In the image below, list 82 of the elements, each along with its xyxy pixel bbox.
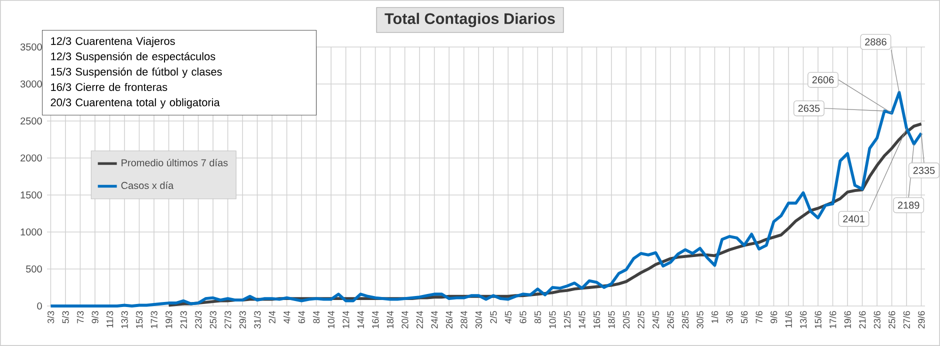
y-tick-label: 1000 [20,228,42,236]
annotation: 20/3 Cuarentena total y obligatoria [50,98,220,108]
x-tick-label: 24/5 [652,311,660,328]
x-tick-label: 4/4 [283,310,290,324]
y-tick-label: 3500 [20,43,42,51]
x-tick-label: 1/6 [711,311,718,323]
x-tick-label: 8/4 [312,310,320,324]
y-tick-label: 3000 [20,80,42,88]
x-tick-label: 30/4 [475,310,482,329]
x-tick-label: 11/3 [106,311,114,328]
annotation: 12/3 Suspensión de espectáculos [51,52,216,62]
x-tick-label: 2/5 [490,311,497,324]
x-tick-label: 3/3 [47,311,54,324]
x-tick-label: 20/5 [622,311,630,328]
legend-label: Casos x día [121,182,174,190]
x-tick-label: 5/6 [740,311,748,324]
data-label: 2886 [865,38,886,46]
x-tick-label: 10/5 [548,311,556,328]
x-tick-label: 31/3 [254,311,261,329]
x-tick-label: 12/4 [342,310,350,328]
x-tick-label: 29/3 [239,311,246,328]
x-tick-label: 11/6 [785,311,792,328]
x-tick-label: 22/5 [638,311,644,328]
x-tick-label: 13/6 [800,311,807,328]
data-label: 2189 [898,202,920,209]
x-tick-label: 16/5 [593,311,600,328]
x-tick-label: 20/4 [401,310,408,328]
x-tick-label: 7/3 [76,311,84,324]
x-tick-label: 15/6 [814,311,822,328]
y-tick-label: 1500 [20,191,42,199]
x-tick-label: 19/6 [844,311,851,328]
x-tick-label: 9/3 [92,311,98,324]
x-tick-label: 26/5 [667,311,674,328]
y-tick-label: 2500 [20,117,42,125]
x-tick-label: 6/4 [298,310,305,324]
x-tick-label: 13/3 [121,311,128,328]
x-tick-label: 23/3 [194,311,202,328]
x-tick-label: 24/4 [430,310,438,328]
y-tick-label: 2000 [20,154,42,162]
x-tick-label: 2/4 [268,310,276,324]
x-tick-label: 29/6 [918,311,925,328]
x-tick-label: 4/5 [504,311,512,324]
x-tick-label: 9/6 [770,311,778,324]
x-tick-label: 18/4 [386,310,394,328]
x-tick-label: 6/5 [519,311,526,324]
data-label: 2401 [843,215,864,222]
x-tick-label: 30/5 [696,311,704,329]
x-tick-label: 28/5 [682,311,689,328]
annotation: 15/3 Suspensión de fútbol y clases [51,67,222,78]
x-tick-label: 22/4 [416,310,424,328]
annotation: 16/3 Cierre de fronteras [51,82,168,91]
x-tick-label: 14/4 [357,310,364,328]
x-tick-label: 16/4 [372,310,379,328]
annotation: 12/3 Cuarentena Viajeros [51,36,175,48]
x-tick-label: 17/6 [829,311,836,328]
x-tick-label: 27/6 [903,311,910,328]
x-tick-label: 19/3 [165,311,172,328]
x-tick-label: 18/5 [608,311,615,328]
legend-label: Promedio últimos 7 días [122,158,228,166]
x-tick-label: 21/6 [858,311,866,328]
x-tick-label: 17/3 [150,311,158,328]
y-tick-label: 0 [37,302,42,310]
x-tick-label: 8/5 [534,311,542,324]
x-tick-label: 10/4 [328,310,334,328]
x-tick-label: 25/3 [210,311,216,328]
data-label: 2606 [812,76,834,84]
x-tick-label: 12/5 [564,311,571,328]
x-tick-label: 23/6 [874,311,880,328]
data-label: 2635 [798,104,820,112]
chart-title: Total Contagios Diarios [384,12,555,28]
x-tick-label: 5/3 [62,311,69,324]
x-tick-label: 3/6 [726,311,733,324]
x-tick-label: 15/3 [136,311,143,328]
data-label: 2335 [913,166,935,174]
x-tick-label: 7/6 [756,311,762,324]
y-tick-label: 500 [26,265,42,273]
x-tick-label: 28/4 [460,310,468,328]
x-tick-label: 14/5 [578,311,586,328]
x-tick-label: 25/6 [888,311,896,328]
x-tick-label: 27/3 [224,311,232,328]
x-tick-label: 21/3 [180,311,187,328]
x-tick-label: 26/4 [446,310,453,328]
